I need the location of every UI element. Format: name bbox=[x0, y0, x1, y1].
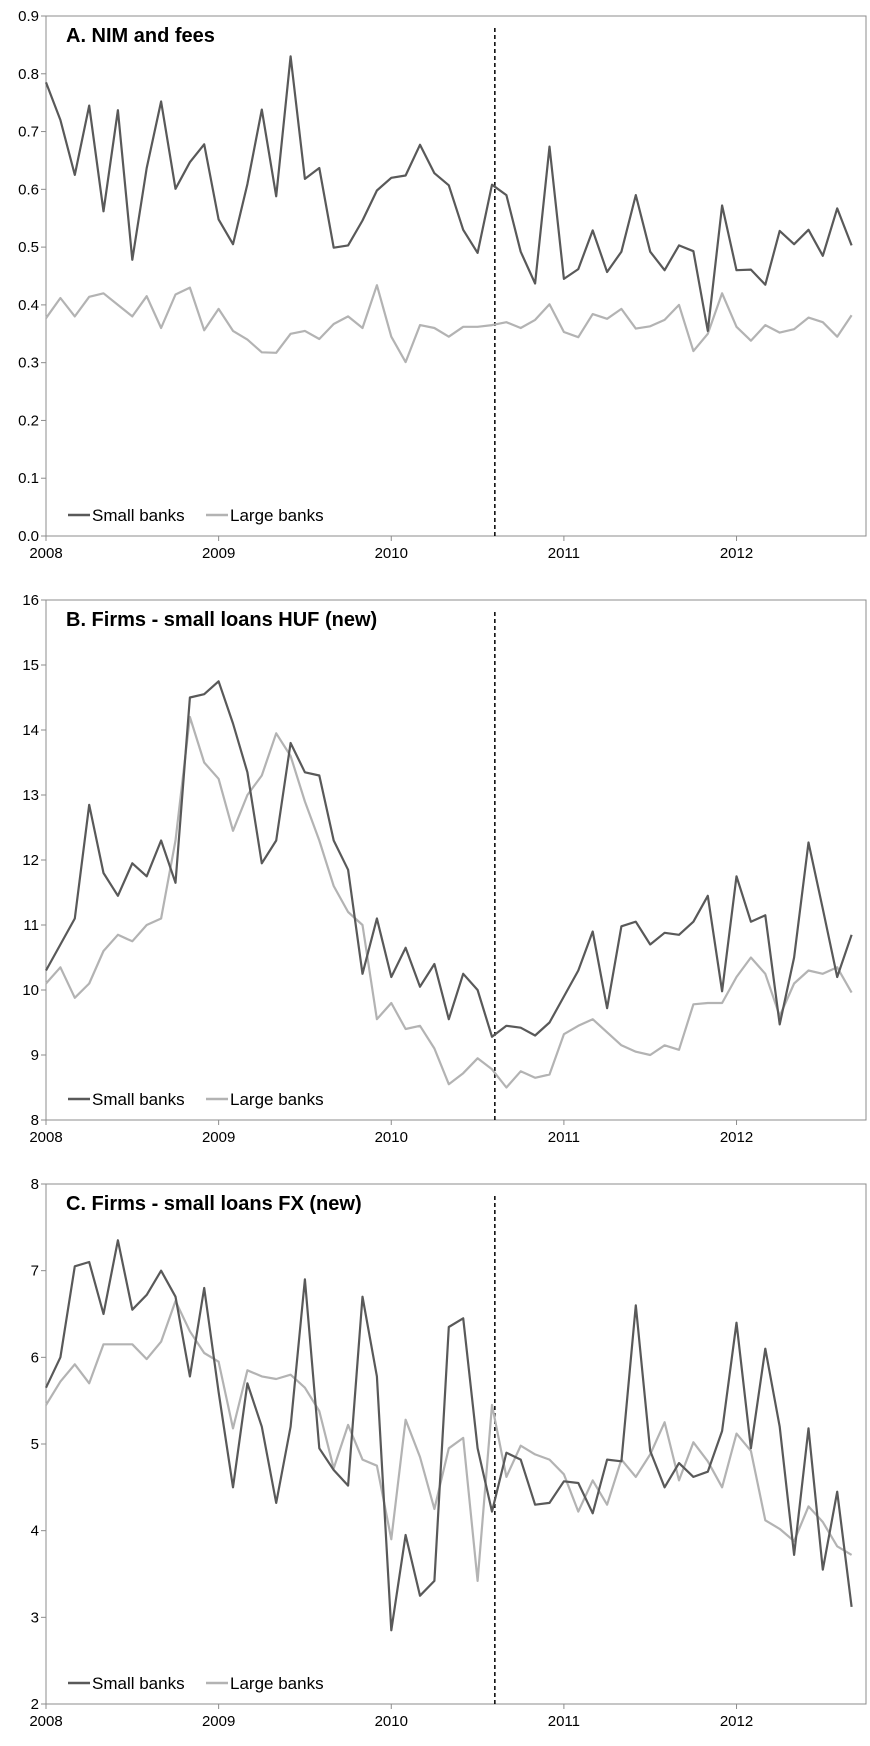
y-tick-label-a: 0.5 bbox=[18, 239, 39, 256]
legend-label-small-banks-a: Small banks bbox=[92, 506, 185, 525]
chart-panel-b: 8 9 10 11 12 13 14 15 16 2008 2009 2010 2011 2012 B. F… bbox=[6, 584, 870, 1149]
y-tick-label-b: 8 bbox=[31, 1112, 39, 1129]
x-tick-label-b: 2011 bbox=[548, 1129, 580, 1146]
y-tick-label-a: 0.8 bbox=[18, 66, 39, 83]
x-tick-label-b: 2009 bbox=[202, 1129, 235, 1146]
legend-label-large-banks-b: Large banks bbox=[230, 1090, 324, 1109]
chart-title-b: B. Firms - small loans HUF (new) bbox=[66, 609, 377, 631]
x-tick-label-a: 2008 bbox=[29, 545, 62, 562]
x-tick-label-a: 2009 bbox=[202, 545, 235, 562]
y-tick-label-a: 0.7 bbox=[18, 124, 39, 141]
y-tick-label-a: 0.6 bbox=[18, 181, 39, 198]
plot-frame-b bbox=[45, 599, 867, 1121]
y-tick-label-a: 0.3 bbox=[18, 355, 39, 372]
y-tick-label-a: 0.0 bbox=[18, 528, 39, 545]
chart-svg-a: 0.0 0.1 0.2 0.3 0.4 0.5 0.6 0.7 0.8 0.9 2008 2009 20… bbox=[18, 8, 867, 562]
series-line-large-banks-c bbox=[45, 1299, 853, 1582]
y-tick-label-c: 4 bbox=[31, 1523, 39, 1540]
chart-title-a: A. NIM and fees bbox=[66, 25, 215, 47]
series-line-small-banks-b bbox=[45, 680, 853, 1038]
series-line-small-banks-a bbox=[44, 55, 853, 332]
y-tick-label-b: 14 bbox=[22, 722, 39, 739]
y-tick-label-a: 0.9 bbox=[18, 8, 39, 25]
chart-panel-c: 2 3 4 5 6 7 8 2008 2009 2010 2011 2012 C. Firms - sm… bbox=[6, 1168, 870, 1733]
x-tick-label-c: 2011 bbox=[548, 1713, 580, 1730]
y-tick-label-c: 5 bbox=[31, 1436, 39, 1453]
y-tick-label-c: 7 bbox=[31, 1263, 39, 1280]
series-line-large-banks-b bbox=[45, 715, 853, 1089]
chart-svg-c: 2 3 4 5 6 7 8 2008 2009 2010 2011 2012 C. Firms - sm… bbox=[29, 1176, 867, 1730]
x-tick-label-b: 2010 bbox=[375, 1129, 408, 1146]
plot-frame-a bbox=[45, 15, 867, 537]
y-tick-label-c: 6 bbox=[31, 1349, 39, 1366]
y-tick-label-b: 10 bbox=[22, 982, 39, 999]
y-tick-label-a: 0.1 bbox=[18, 470, 39, 487]
x-tick-label-b: 2008 bbox=[29, 1129, 62, 1146]
legend-label-large-banks-a: Large banks bbox=[230, 506, 324, 525]
chart-title-c: C. Firms - small loans FX (new) bbox=[66, 1193, 362, 1215]
x-tick-label-c: 2012 bbox=[720, 1713, 753, 1730]
y-tick-label-b: 15 bbox=[22, 657, 39, 674]
y-tick-label-b: 16 bbox=[22, 592, 39, 609]
y-tick-label-b: 12 bbox=[22, 852, 39, 869]
y-tick-label-a: 0.2 bbox=[18, 412, 39, 429]
x-tick-label-a: 2010 bbox=[375, 545, 408, 562]
series-line-small-banks-c bbox=[45, 1239, 853, 1632]
y-tick-label-b: 11 bbox=[23, 917, 39, 934]
x-tick-label-c: 2009 bbox=[202, 1713, 235, 1730]
series-line-large-banks-a bbox=[45, 284, 853, 364]
legend-label-large-banks-c: Large banks bbox=[230, 1674, 324, 1693]
legend-label-small-banks-c: Small banks bbox=[92, 1674, 185, 1693]
x-tick-label-b: 2012 bbox=[720, 1129, 753, 1146]
y-tick-label-b: 9 bbox=[31, 1047, 39, 1064]
x-tick-label-a: 2012 bbox=[720, 545, 753, 562]
y-tick-label-c: 3 bbox=[31, 1609, 39, 1626]
y-tick-label-c: 8 bbox=[31, 1176, 39, 1193]
y-tick-label-a: 0.4 bbox=[18, 297, 39, 314]
x-tick-label-a: 2011 bbox=[548, 545, 580, 562]
y-tick-label-b: 13 bbox=[22, 787, 39, 804]
x-tick-label-c: 2010 bbox=[375, 1713, 408, 1730]
x-tick-label-c: 2008 bbox=[29, 1713, 62, 1730]
y-tick-label-c: 2 bbox=[31, 1696, 39, 1713]
legend-label-small-banks-b: Small banks bbox=[92, 1090, 185, 1109]
chart-panel-a: 0.0 0.1 0.2 0.3 0.4 0.5 0.6 0.7 0.8 0.9 2008 2009 20… bbox=[6, 0, 870, 565]
chart-svg-b: 8 9 10 11 12 13 14 15 16 2008 2009 2010 2011 2012 B. F… bbox=[22, 592, 867, 1146]
